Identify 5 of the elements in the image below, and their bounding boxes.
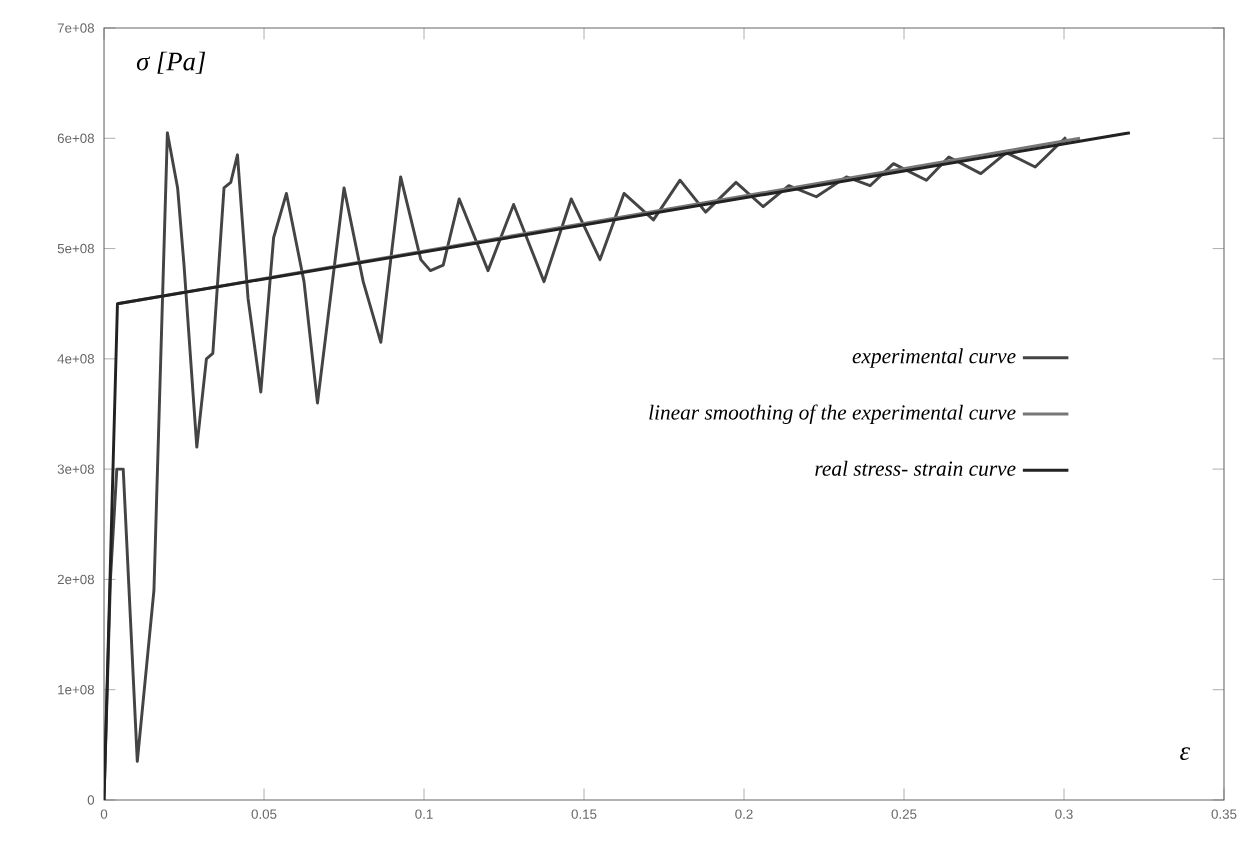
y-axis-title: σ [Pa] — [136, 51, 206, 74]
legend-label: experimental curve — [852, 348, 1016, 368]
legend-label: linear smoothing of the experimental curve — [649, 404, 1016, 425]
x-axis-title: ε — [1180, 747, 1191, 761]
legend-label: real stress- strain curve — [815, 460, 1016, 476]
